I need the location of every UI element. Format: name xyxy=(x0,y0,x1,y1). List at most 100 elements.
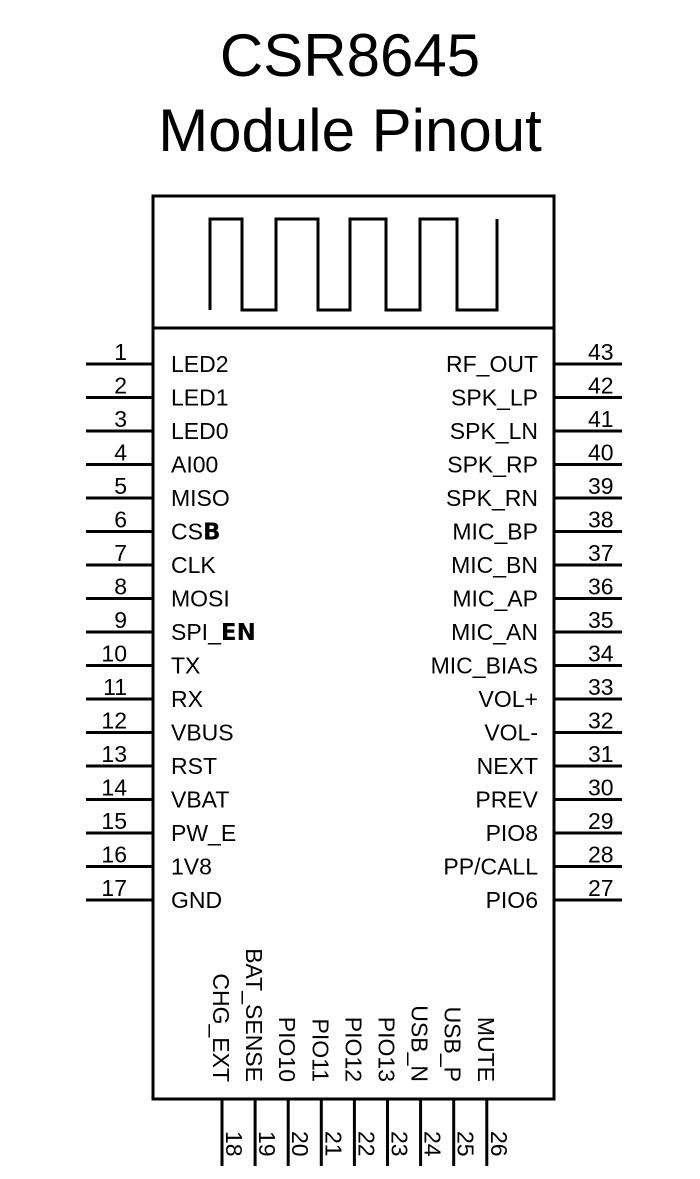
pin-number: 3 xyxy=(114,406,127,432)
pin-number: 2 xyxy=(114,373,127,399)
title-line-subtitle: Module Pinout xyxy=(158,97,542,164)
pin-number: 14 xyxy=(101,775,127,801)
pin-label-text: CLK xyxy=(171,552,216,578)
pin-label-led1: LED1 xyxy=(171,385,229,411)
pin-number: 11 xyxy=(103,674,127,700)
pin-number: 32 xyxy=(588,708,614,734)
module-body xyxy=(151,194,556,1101)
pin-label-ai00: AI00 xyxy=(171,452,218,478)
pin-label-1v8: 1V8 xyxy=(171,854,212,880)
pin-label-text: PW_E xyxy=(171,820,236,846)
pin-label-pp-call: PP/CALL xyxy=(443,854,538,880)
pin-label-prev: PREV xyxy=(475,787,538,813)
pin-label-rx: RX xyxy=(171,686,203,712)
pin-label-pio13: PIO13 xyxy=(374,1017,400,1082)
pin-number: 6 xyxy=(114,507,127,533)
pin-label-text: LED0 xyxy=(171,418,229,444)
pin-number: 15 xyxy=(101,808,127,834)
pin-label-text: TX xyxy=(171,653,200,679)
pin-number: 41 xyxy=(588,406,614,432)
pin-label-text: RX xyxy=(171,686,203,712)
pin-number: 1 xyxy=(114,339,127,365)
pin-label-text: LED1 xyxy=(171,385,229,411)
pin-number: 8 xyxy=(114,574,127,600)
pin-label-vbus: VBUS xyxy=(171,720,234,746)
pin-label-bold-suffix: EN xyxy=(221,620,256,646)
pin-number: 22 xyxy=(353,1131,379,1157)
pin-label-rf-out: RF_OUT xyxy=(446,351,538,377)
pin-label-text: CS xyxy=(171,519,203,545)
pin-number: 26 xyxy=(486,1131,512,1157)
pin-label-mic-an: MIC_AN xyxy=(451,619,538,645)
pin-label-pio11: PIO11 xyxy=(307,1019,333,1083)
pin-label-spi-en: SPI_EN xyxy=(171,619,256,646)
pin-number: 24 xyxy=(420,1131,446,1157)
pin-number: 25 xyxy=(453,1131,479,1157)
pin-number: 4 xyxy=(114,440,127,466)
pin-label-bold-suffix: B xyxy=(203,520,221,546)
pin-label-mute: MUTE xyxy=(473,1017,499,1082)
pin-label-mic-bias: MIC_BIAS xyxy=(431,653,538,679)
pin-number: 37 xyxy=(588,540,614,566)
pin-number: 18 xyxy=(221,1131,247,1157)
pin-label-text: MOSI xyxy=(171,586,230,612)
left-pin-group: 1 LED2 2 LED1 3 LED0 4 AI00 5 MISO 6 CSB 7 CLK 8 MOSI 9 S… xyxy=(86,339,256,913)
pin-label-chg-ext: CHG_EXT xyxy=(208,973,234,1082)
pin-number: 35 xyxy=(588,607,614,633)
pin-label-vbat: VBAT xyxy=(171,787,229,813)
pin-label-vol: VOL+ xyxy=(479,686,538,712)
pin-label-text: 1V8 xyxy=(171,854,212,880)
pin-number: 31 xyxy=(588,741,614,767)
pin-label-spk-rp: SPK_RP xyxy=(447,452,538,478)
pin-label-rst: RST xyxy=(171,753,217,779)
pin-number: 7 xyxy=(114,540,127,566)
pin-label-text: SPI_ xyxy=(171,619,222,645)
pin-number: 28 xyxy=(588,842,614,868)
pin-number: 16 xyxy=(101,842,127,868)
bottom-pin-group: 18 CHG_EXT 19 BAT_SENSE 20 PIO10 21 PIO11 22 PIO1… xyxy=(208,948,512,1166)
pin-label-pw-e: PW_E xyxy=(171,820,236,846)
pin-number: 43 xyxy=(588,339,614,365)
meander-antenna-icon xyxy=(208,217,499,312)
pin-number: 17 xyxy=(101,875,127,901)
pin-number: 38 xyxy=(588,507,614,533)
pin-label-text: VBAT xyxy=(171,787,229,813)
right-pin-group: 43 RF_OUT 42 SPK_LP 41 SPK_LN 40 SPK_RP 39 SPK_RN… xyxy=(431,339,622,913)
pin-number: 33 xyxy=(588,674,614,700)
pin-label-led2: LED2 xyxy=(171,351,229,377)
pin-number: 21 xyxy=(320,1131,346,1157)
pin-number: 30 xyxy=(588,775,614,801)
pin-label-tx: TX xyxy=(171,653,200,679)
pin-label-pio10: PIO10 xyxy=(274,1017,300,1082)
pin-label-spk-ln: SPK_LN xyxy=(450,418,538,444)
pin-label-text: VBUS xyxy=(171,720,234,746)
pin-label-mosi: MOSI xyxy=(171,586,230,612)
pin-label-usb-n: USB_N xyxy=(407,1005,433,1082)
pin-label-mic-bp: MIC_BP xyxy=(452,519,538,545)
pin-label-text: AI00 xyxy=(171,452,218,478)
pin-label-gnd: GND xyxy=(171,887,222,913)
pin-number: 27 xyxy=(588,875,614,901)
pin-label-pio12: PIO12 xyxy=(340,1017,366,1082)
page-title: CSR8645 Module Pinout xyxy=(0,18,700,168)
pin-label-mic-ap: MIC_AP xyxy=(452,586,538,612)
pin-label-spk-lp: SPK_LP xyxy=(451,385,538,411)
pin-label-next: NEXT xyxy=(477,753,538,779)
pin-label-text: LED2 xyxy=(171,351,229,377)
pin-label-text: GND xyxy=(171,887,222,913)
pin-label-mic-bn: MIC_BN xyxy=(451,552,538,578)
pin-number: 40 xyxy=(588,440,614,466)
pin-number: 42 xyxy=(588,373,614,399)
pin-label-text: MISO xyxy=(171,485,230,511)
pin-number: 23 xyxy=(387,1131,413,1157)
pin-label-csb: CSB xyxy=(171,519,220,546)
pin-number: 13 xyxy=(101,741,127,767)
pin-number: 39 xyxy=(588,473,614,499)
pin-label-bat-sense: BAT_SENSE xyxy=(241,948,267,1082)
pin-label-clk: CLK xyxy=(171,552,216,578)
title-line-part-number: CSR8645 xyxy=(219,22,481,89)
pin-label-pio8: PIO8 xyxy=(486,820,538,846)
pin-label-vol: VOL- xyxy=(484,720,538,746)
pin-number: 20 xyxy=(287,1131,313,1157)
